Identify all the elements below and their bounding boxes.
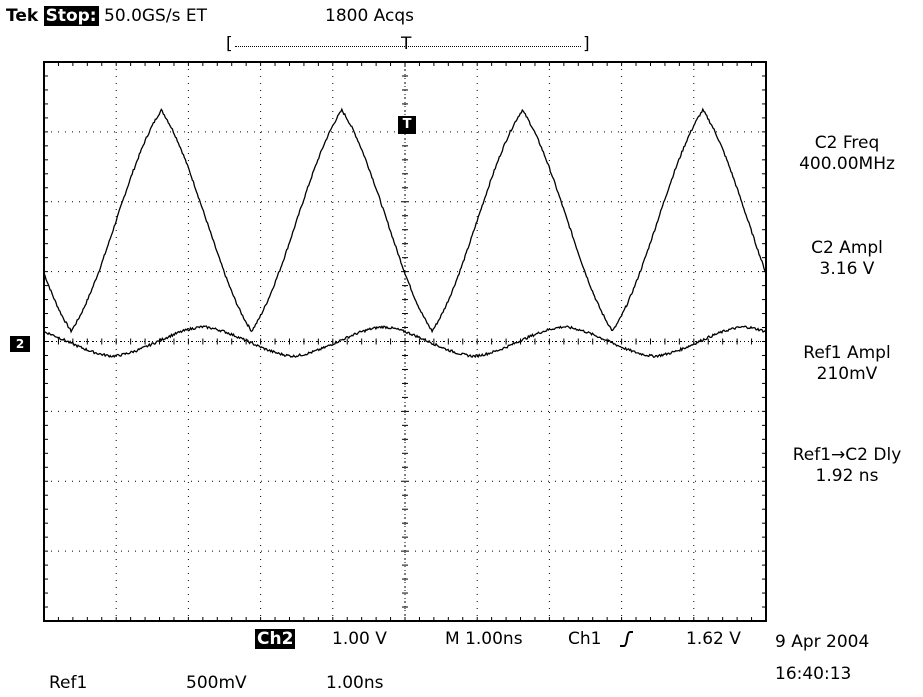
header-bar: Tek Stop: 50.0GS/s ET	[6, 6, 207, 26]
waveform-c2	[43, 107, 767, 334]
record-bar-left-bracket: [	[226, 34, 233, 54]
trigger-marker-icon: T	[398, 116, 416, 134]
record-bar-right-bracket: ]	[583, 34, 590, 54]
ref-name-label: Ref1	[49, 673, 88, 693]
measurement-value: 3.16 V	[819, 259, 875, 279]
time-readout: 16:40:13	[775, 664, 852, 684]
timebase-readout: M 1.00ns	[445, 629, 523, 649]
measurement-label: Ref1 Ampl	[803, 343, 891, 363]
acquisition-state-badge: Stop:	[43, 6, 99, 26]
measurement-c2-ampl: C2 Ampl 3.16 V	[772, 238, 922, 280]
volts-per-div-readout: 1.00 V	[332, 629, 387, 649]
measurement-value: 1.92 ns	[815, 466, 879, 486]
measurement-label: C2 Ampl	[811, 238, 883, 258]
brand-label: Tek	[6, 6, 39, 26]
waveform-traces	[43, 107, 767, 359]
measurement-value: 400.00MHz	[799, 154, 895, 174]
measurement-c2-freq: C2 Freq 400.00MHz	[772, 133, 922, 175]
measurement-ref1-c2-delay: Ref1→C2 Dly 1.92 ns	[772, 445, 922, 487]
acquisition-count: 1800 Acqs	[325, 6, 414, 26]
graticule-grid	[43, 61, 767, 622]
ref-scale-readout: 500mV	[186, 673, 247, 693]
measurement-ref1-ampl: Ref1 Ampl 210mV	[772, 343, 922, 385]
trigger-level-readout: 1.62 V	[686, 629, 741, 649]
trigger-source-label: Ch1	[568, 629, 602, 649]
channel-label: Ch2	[255, 629, 296, 649]
measurement-value: 210mV	[816, 364, 878, 384]
record-bar-line	[235, 46, 581, 47]
record-bar-trigger-label: T	[401, 34, 412, 54]
measurement-label: Ref1→C2 Dly	[792, 445, 902, 465]
sample-rate-readout: 50.0GS/s ET	[104, 6, 207, 26]
channel-ground-marker-icon: 2	[10, 336, 30, 352]
measurement-label: C2 Freq	[814, 133, 880, 153]
channel-badge: Ch2	[255, 629, 296, 649]
date-readout: 9 Apr 2004	[775, 632, 870, 652]
waveform-ref1	[43, 325, 767, 359]
rising-edge-icon	[620, 631, 633, 647]
ref-timebase-readout: 1.00ns	[326, 673, 384, 693]
